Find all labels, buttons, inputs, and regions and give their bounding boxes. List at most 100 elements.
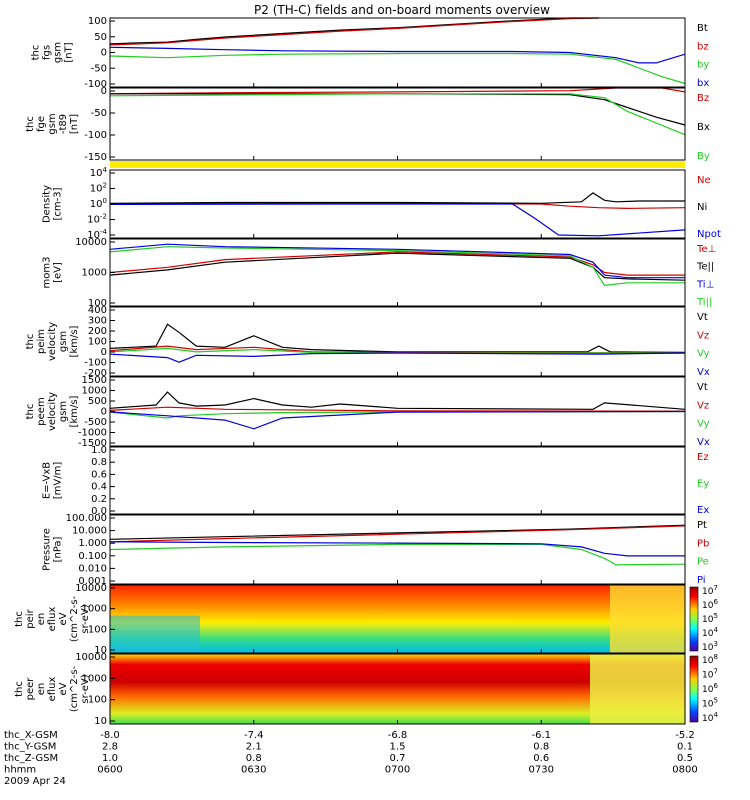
y-tick-label: -50 bbox=[91, 108, 107, 119]
y-tick-label: 1.000 bbox=[78, 538, 107, 549]
series-line bbox=[109, 246, 685, 287]
y-tick-label: -100 bbox=[84, 358, 107, 369]
colorbar-tick-label: 108 bbox=[702, 653, 718, 666]
y-tick-label: 10 bbox=[94, 716, 107, 727]
y-tick-label: 100 bbox=[88, 298, 107, 309]
y-tick-label: 0.2 bbox=[91, 494, 107, 505]
legend-entry: Ne bbox=[697, 175, 711, 186]
y-axis-label: E=-VxB[mV/m] bbox=[42, 462, 64, 500]
y-tick-label: 0.6 bbox=[91, 469, 107, 480]
series-line bbox=[109, 406, 686, 412]
y-tick-label: 10000 bbox=[75, 652, 107, 663]
legend-entry: Ex bbox=[697, 505, 709, 516]
legend-entry: Pb bbox=[697, 538, 709, 549]
y-tick-label: 0 bbox=[101, 86, 107, 97]
colorbar-tick-label: 106 bbox=[702, 682, 718, 695]
plot-date: 2009 Apr 24 bbox=[4, 776, 66, 787]
y-tick-label: 100 bbox=[88, 16, 107, 27]
series-line bbox=[109, 192, 685, 204]
legend-entry: Bz bbox=[697, 93, 709, 104]
y-tick-label: 10000 bbox=[75, 583, 107, 594]
panel-3: Ne Ni Npot 104 102 100 10-2 10-4 Density[cm-3] bbox=[42, 166, 721, 241]
y-tick-label: 200 bbox=[88, 326, 107, 337]
x-axis-value: 1.0 bbox=[102, 753, 118, 764]
series-line bbox=[109, 243, 685, 279]
legend-entry: Vz bbox=[697, 400, 709, 411]
series-line bbox=[109, 87, 686, 95]
colorbar-tick-label: 105 bbox=[702, 612, 718, 625]
data-gap-bar bbox=[110, 161, 685, 168]
y-tick-label: 0 bbox=[101, 407, 107, 418]
y-tick-label: -50 bbox=[91, 63, 107, 74]
y-axis-label: thcpeimvelocitygsm[km/s] bbox=[25, 322, 80, 361]
series-line bbox=[109, 203, 686, 237]
x-axis-value: 0.5 bbox=[677, 753, 693, 764]
spectrogram-late-region bbox=[610, 585, 685, 653]
panel-7: Ez Ey Ex 1.00.80.6 0.40.20.0 E=-VxB[mV/m] bbox=[42, 445, 710, 517]
y-tick-label: 0 bbox=[101, 347, 107, 358]
spectrogram bbox=[110, 585, 685, 653]
y-tick-label: -100 bbox=[84, 130, 107, 141]
y-tick-label: -200 bbox=[84, 368, 107, 379]
colorbar-tick-label: 107 bbox=[702, 584, 718, 597]
y-tick-label: 1000 bbox=[82, 673, 107, 684]
y-axis-label: thcfgegsm-t89[nT] bbox=[25, 113, 80, 134]
y-tick-label: 100 bbox=[88, 337, 107, 348]
x-axis-value: 0600 bbox=[97, 765, 122, 776]
y-tick-label: 0.010 bbox=[78, 563, 107, 574]
y-axis-label: Pressure[nPa] bbox=[42, 528, 64, 571]
y-axis-label: Density[cm-3] bbox=[42, 185, 64, 223]
panel-1: Bt bz by bx 100 50 0 -50 -100 thcfgsgsm[nT] bbox=[31, 16, 710, 90]
legend-entry: bz bbox=[697, 41, 709, 52]
series-line bbox=[109, 345, 686, 354]
legend-entry: by bbox=[697, 60, 709, 71]
y-tick-label: 102 bbox=[90, 182, 107, 195]
series-line bbox=[109, 543, 686, 566]
series-line bbox=[109, 52, 686, 85]
y-tick-label: -500 bbox=[84, 417, 107, 428]
series-line bbox=[109, 202, 686, 210]
y-tick-label: 1000 bbox=[82, 386, 107, 397]
legend-entry: Ti⊥ bbox=[696, 279, 714, 290]
legend-entry: Bt bbox=[697, 23, 708, 34]
y-tick-label: 50 bbox=[94, 32, 107, 43]
panel-frame bbox=[109, 514, 686, 585]
y-tick-label: 0 bbox=[101, 48, 107, 59]
panel-2: Bz Bx By 0 -50 -100 -150 thcfgegsm-t89[nT] bbox=[25, 86, 710, 163]
colorbar-tick-label: 103 bbox=[702, 640, 718, 653]
x-axis-row-label: hhmm bbox=[4, 765, 36, 776]
legend-entry: Vt bbox=[697, 382, 708, 393]
y-tick-label: -1000 bbox=[78, 428, 107, 439]
legend-entry: bx bbox=[697, 78, 709, 89]
y-tick-label: 0.001 bbox=[78, 576, 107, 587]
colorbar-tick-label: 104 bbox=[702, 626, 718, 639]
x-axis-value: -5.2 bbox=[675, 730, 695, 741]
spectrogram-low-energy-region bbox=[110, 615, 200, 653]
legend-entry: Vy bbox=[697, 349, 710, 360]
y-tick-label: 104 bbox=[90, 166, 108, 179]
series-line bbox=[109, 251, 685, 276]
y-tick-label: 1000 bbox=[82, 604, 107, 615]
colorbar-tick-label: 107 bbox=[702, 668, 718, 681]
y-tick-label: -150 bbox=[84, 152, 107, 163]
x-axis-value: -8.0 bbox=[100, 730, 120, 741]
y-axis-label: mom3[eV] bbox=[42, 257, 64, 289]
legend-entry: Te⊥ bbox=[696, 244, 716, 255]
legend-entry: Vy bbox=[697, 419, 710, 430]
y-axis-label: thcpeerenefluxeV(cm^2-s-sr-eV) bbox=[14, 665, 91, 712]
legend-entry: Vt bbox=[697, 312, 708, 323]
y-tick-label: 100 bbox=[90, 197, 107, 210]
x-axis-value: 0.8 bbox=[246, 753, 262, 764]
y-tick-label: 10000 bbox=[75, 237, 107, 248]
legend-entry: Pi bbox=[697, 575, 706, 586]
series-line bbox=[109, 525, 686, 543]
x-axis-value: 2.8 bbox=[102, 742, 118, 753]
legend-entry: Vx bbox=[697, 437, 710, 448]
x-axis-value: -6.1 bbox=[531, 730, 551, 741]
x-axis-value: 0.7 bbox=[390, 753, 406, 764]
